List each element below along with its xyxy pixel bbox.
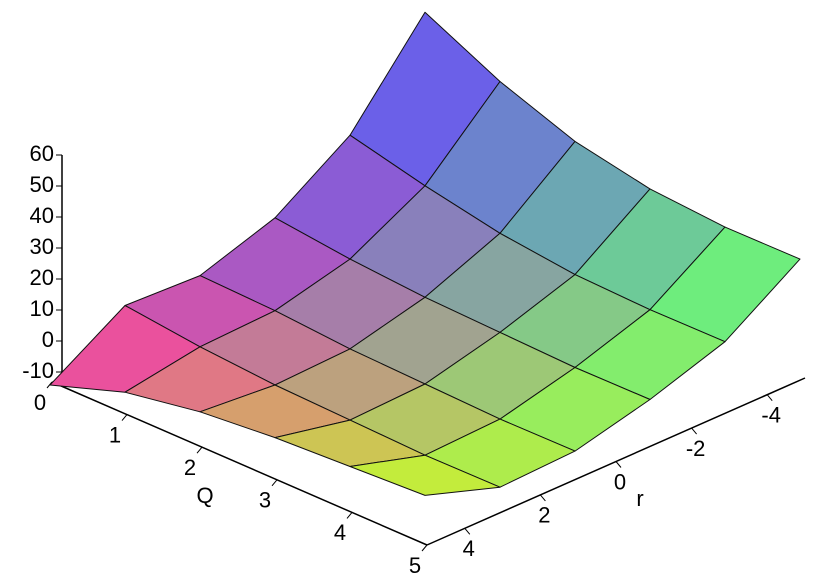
y-tick-label: -4 bbox=[761, 403, 781, 428]
x-tick bbox=[196, 446, 203, 454]
x-axis bbox=[51, 381, 428, 546]
y-axis-label: r bbox=[636, 486, 643, 511]
z-tick-label: 40 bbox=[30, 203, 54, 228]
y-tick bbox=[464, 527, 471, 535]
surface-patch bbox=[349, 454, 501, 496]
z-tick-label: 60 bbox=[30, 141, 54, 166]
x-tick-label: 0 bbox=[34, 390, 46, 415]
y-tick-label: 0 bbox=[614, 469, 626, 494]
z-tick-label: 30 bbox=[30, 234, 54, 259]
x-tick bbox=[271, 479, 278, 487]
x-tick-label: 5 bbox=[409, 553, 421, 577]
z-tick-label: 0 bbox=[42, 327, 54, 352]
y-tick bbox=[766, 394, 773, 402]
y-tick-label: 4 bbox=[463, 536, 475, 561]
x-tick-label: 3 bbox=[259, 488, 271, 513]
z-tick-label: 20 bbox=[30, 265, 54, 290]
x-tick-label: 4 bbox=[334, 520, 346, 545]
y-tick-label: 2 bbox=[538, 503, 550, 528]
z-tick-label: 10 bbox=[30, 296, 54, 321]
y-tick bbox=[615, 461, 622, 468]
x-tick bbox=[121, 414, 128, 421]
y-tick bbox=[540, 494, 546, 502]
z-tick-label: -10 bbox=[22, 358, 54, 383]
y-tick-label: -2 bbox=[686, 436, 706, 461]
x-tick bbox=[421, 544, 428, 552]
x-tick-label: 1 bbox=[109, 422, 121, 447]
x-tick bbox=[346, 512, 353, 519]
x-tick-label: 2 bbox=[184, 455, 196, 480]
z-tick-label: 50 bbox=[30, 172, 54, 197]
x-axis-label: Q bbox=[196, 483, 213, 508]
y-tick bbox=[691, 427, 697, 435]
